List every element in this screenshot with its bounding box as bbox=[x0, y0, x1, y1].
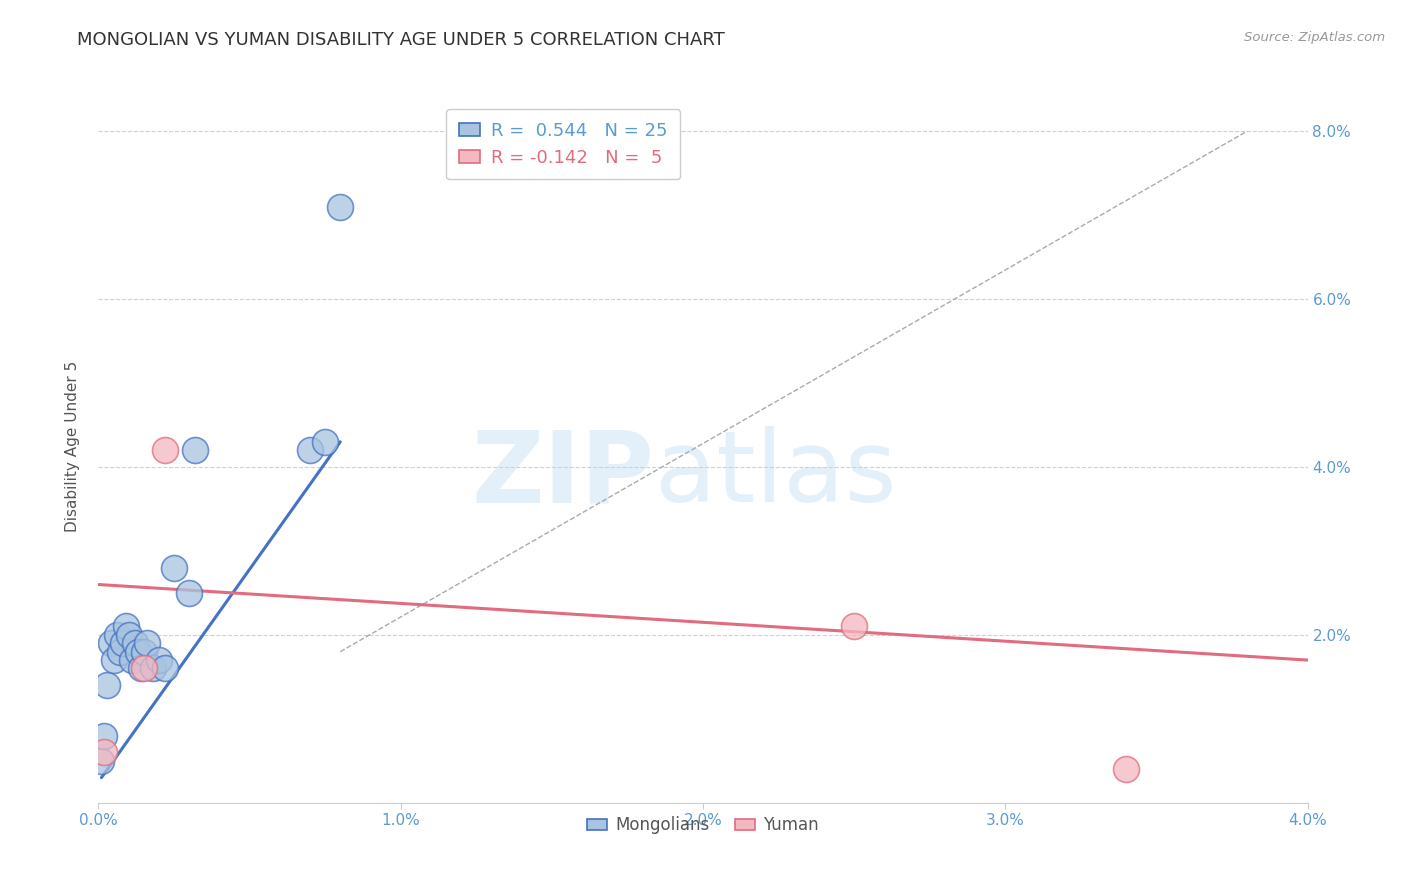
Point bbox=[93, 746, 115, 760]
Point bbox=[1115, 762, 1137, 776]
Point bbox=[90, 754, 112, 768]
Point bbox=[163, 560, 186, 574]
Point bbox=[153, 443, 176, 458]
Text: atlas: atlas bbox=[655, 426, 896, 523]
Text: ZIP: ZIP bbox=[472, 426, 655, 523]
Point bbox=[314, 434, 336, 449]
Y-axis label: Disability Age Under 5: Disability Age Under 5 bbox=[65, 360, 80, 532]
Point bbox=[105, 628, 128, 642]
Point bbox=[129, 661, 152, 675]
Text: Source: ZipAtlas.com: Source: ZipAtlas.com bbox=[1244, 31, 1385, 45]
Point bbox=[135, 636, 157, 650]
Point bbox=[96, 678, 118, 692]
Point bbox=[142, 661, 165, 675]
Point bbox=[153, 661, 176, 675]
Legend: Mongolians, Yuman: Mongolians, Yuman bbox=[581, 810, 825, 841]
Point bbox=[124, 636, 146, 650]
Point bbox=[103, 653, 125, 667]
Point bbox=[132, 645, 155, 659]
Text: MONGOLIAN VS YUMAN DISABILITY AGE UNDER 5 CORRELATION CHART: MONGOLIAN VS YUMAN DISABILITY AGE UNDER … bbox=[77, 31, 725, 49]
Point bbox=[329, 200, 352, 214]
Point bbox=[111, 636, 134, 650]
Point bbox=[127, 645, 149, 659]
Point bbox=[148, 653, 170, 667]
Point bbox=[114, 619, 136, 633]
Point bbox=[132, 661, 155, 675]
Point bbox=[100, 636, 122, 650]
Point bbox=[121, 653, 143, 667]
Point bbox=[108, 645, 131, 659]
Point bbox=[844, 619, 866, 633]
Point bbox=[299, 443, 322, 458]
Point bbox=[118, 628, 141, 642]
Point bbox=[179, 586, 201, 600]
Point bbox=[184, 443, 207, 458]
Point bbox=[93, 729, 115, 743]
